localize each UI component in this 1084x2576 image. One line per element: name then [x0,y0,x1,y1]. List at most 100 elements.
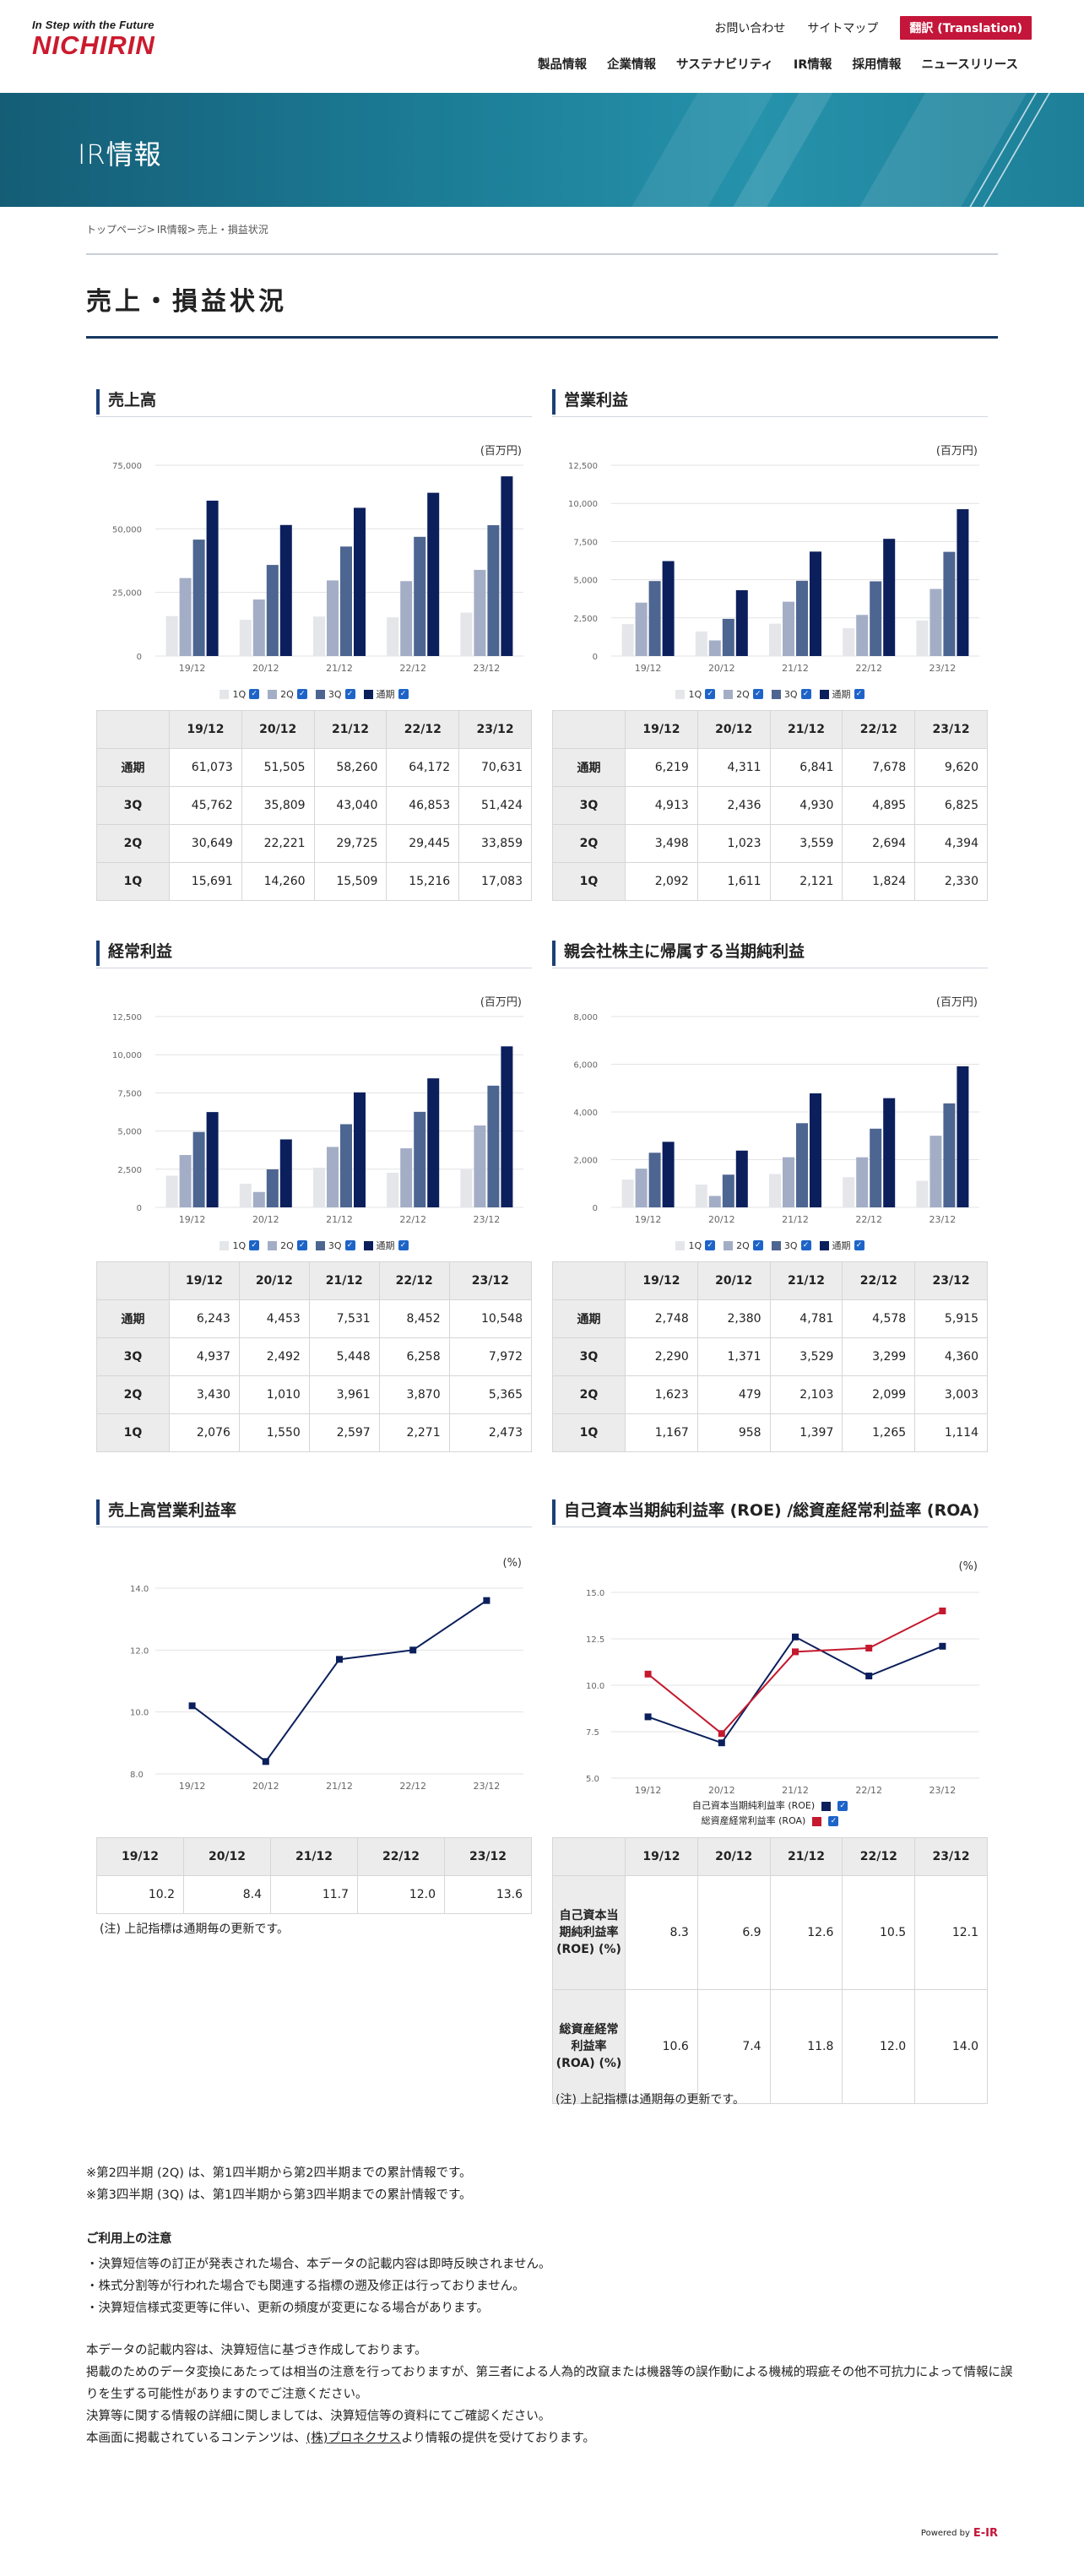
nav-ir[interactable]: IR情報 [793,58,832,72]
panel-sales: 売上高 (百万円) 75,000 50,000 25,000 0 19/12 20/12 2… [96,389,532,901]
legend-item[interactable]: 2Q ✓ [268,687,307,701]
table-cell: 13.6 [444,1875,532,1914]
legend-swatch [220,689,230,699]
table-cell: 1,611 [696,862,771,901]
y-tick-label: 0 [137,653,142,662]
table-cell: 3,003 [914,1375,988,1414]
legend-item[interactable]: 1Q ✓ [675,687,716,701]
y-tick-label: 2,000 [573,1157,598,1166]
legend-item[interactable]: 総資産経常利益率 (ROA) ✓ [552,1814,988,1829]
table-cell: 6,219 [625,748,698,787]
breadcrumb-ir[interactable]: IR情報 [156,224,187,236]
legend-checkbox-icon[interactable]: ✓ [705,689,716,699]
legend-checkbox-icon[interactable]: ✓ [752,689,763,699]
legend-checkbox-icon[interactable]: ✓ [398,689,409,699]
column-header: 22/12 [357,1837,445,1876]
table-cell: 7,678 [842,748,916,787]
legend-item[interactable]: 2Q ✓ [724,1239,763,1252]
nav-news[interactable]: ニュースリリース [921,58,1018,72]
legend-checkbox-icon[interactable]: ✓ [398,1240,409,1250]
table-cell: 4,360 [914,1337,988,1376]
legend-item[interactable]: 3Q ✓ [771,1239,811,1252]
table-cell: 11.8 [769,1989,843,2104]
legend-swatch [315,689,325,699]
legend-checkbox-icon[interactable]: ✓ [344,1240,355,1250]
breadcrumb-home[interactable]: トップページ [86,224,147,236]
legend-checkbox-icon[interactable]: ✓ [296,1240,307,1250]
y-tick-label: 12,500 [112,1013,142,1022]
legend-item[interactable]: 通期 ✓ [363,687,409,701]
column-header: 21/12 [769,1837,843,1876]
legend-item[interactable]: 3Q ✓ [771,687,811,701]
y-tick-label: 5,000 [117,1128,142,1137]
legend-item[interactable]: 通期 ✓ [819,687,864,701]
legend-label: 3Q [783,688,798,700]
section-title: 売上高 [96,389,532,417]
row-header: 通期 [552,1299,626,1338]
legend-swatch [812,1816,822,1826]
legend-checkbox-icon[interactable]: ✓ [854,689,864,699]
legend-item[interactable]: 1Q ✓ [675,1239,716,1252]
table-cell: 2,121 [769,862,843,901]
section-title: 売上高営業利益率 [96,1500,532,1527]
nav-company[interactable]: 企業情報 [607,58,657,72]
column-header: 19/12 [169,1261,240,1300]
legend-checkbox-icon[interactable]: ✓ [705,1240,716,1250]
legend-item[interactable]: 1Q ✓ [220,687,260,701]
table-cell: 3,559 [769,824,843,863]
legend-item[interactable]: 3Q ✓ [315,687,355,701]
legend-checkbox-icon[interactable]: ✓ [800,689,811,699]
legend-swatch [724,1240,734,1250]
legend-item[interactable]: 通期 ✓ [363,1239,409,1252]
legend-item[interactable]: 2Q ✓ [724,687,763,701]
bar-3Q-21/12 [796,1123,808,1207]
legend-item[interactable]: 3Q ✓ [315,1239,355,1252]
legend-item[interactable]: 1Q ✓ [220,1239,260,1252]
table-cell: 12.1 [914,1875,988,1990]
translation-button[interactable]: 翻訳 (Translation) [900,16,1032,40]
legend-swatch [675,1240,686,1250]
banner-title: IR情報 [78,138,162,171]
legend-checkbox-icon[interactable]: ✓ [828,1816,839,1826]
bar-1Q-23/12 [460,1169,473,1207]
table-cell: 4,311 [696,748,771,787]
legend-item[interactable]: 自己資本当期純利益率 (ROE) ✓ [552,1798,988,1814]
provider-after: より情報の提供を受けております。 [401,2432,595,2445]
legend-checkbox-icon[interactable]: ✓ [800,1240,811,1250]
note-line: 掲載のためのデータ変換にあたっては相当の注意を行っておりますが、第三者による人為… [86,2366,1013,2401]
table-corner [552,1261,626,1300]
nav-recruit[interactable]: 採用情報 [852,58,902,72]
x-tick-label: 21/12 [782,1214,809,1225]
powered-brand[interactable]: E-IR [973,2527,998,2540]
legend-label: 1Q [232,1239,247,1251]
legend-item[interactable]: 2Q ✓ [268,1239,307,1252]
nav-products[interactable]: 製品情報 [538,58,588,72]
sitemap-link[interactable]: サイトマップ [807,22,879,35]
legend-checkbox-icon[interactable]: ✓ [854,1240,864,1250]
table-cell: 61,073 [169,748,242,787]
legend-checkbox-icon[interactable]: ✓ [837,1801,848,1811]
legend-checkbox-icon[interactable]: ✓ [249,1240,260,1250]
bar-1Q-23/12 [916,1180,929,1207]
table-cell: 1,114 [914,1413,988,1452]
legend-checkbox-icon[interactable]: ✓ [296,689,307,699]
provider-link[interactable]: (株)プロネクサス [306,2432,402,2445]
x-tick-label: 20/12 [252,1781,279,1792]
nav-sustainability[interactable]: サステナビリティ [676,58,773,72]
y-tick-label: 7,500 [117,1089,142,1098]
data-point [188,1702,196,1710]
legend-checkbox-icon[interactable]: ✓ [344,689,355,699]
legend-checkbox-icon[interactable]: ✓ [752,1240,763,1250]
bar-2Q-19/12 [635,1169,648,1207]
x-tick-label: 21/12 [782,663,809,674]
bar-通期-22/12 [883,1098,896,1207]
contact-link[interactable]: お問い合わせ [714,22,786,35]
data-point [644,1713,652,1721]
y-tick-label: 50,000 [112,525,142,534]
legend-checkbox-icon[interactable]: ✓ [249,689,260,699]
company-logo[interactable]: In Step with the Future NICHIRIN [32,19,155,59]
table-cell: 1,371 [696,1337,771,1376]
bar-通期-23/12 [957,1066,969,1207]
legend-item[interactable]: 通期 ✓ [819,1239,864,1252]
column-header: 20/12 [696,1837,771,1876]
